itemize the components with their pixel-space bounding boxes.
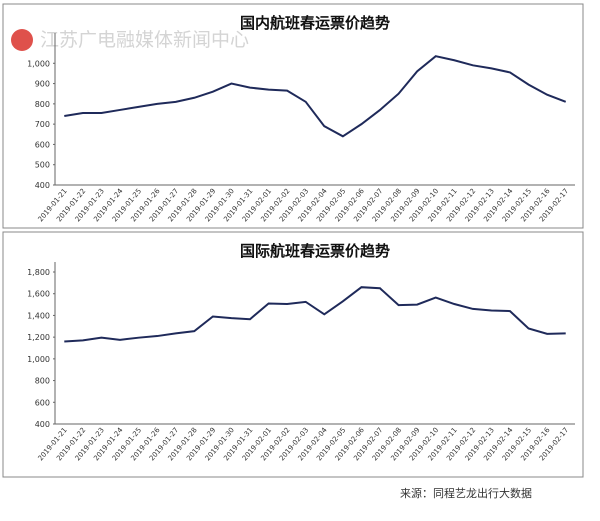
y-tick-label: 400 <box>35 181 50 190</box>
chart-frame <box>2 231 584 478</box>
chart-title: 国际航班春运票价趋势 <box>240 242 390 260</box>
watermark: 江苏广电融媒体新闻中心 <box>40 29 249 51</box>
y-tick-label: 1,000 <box>27 355 50 364</box>
y-tick-label: 600 <box>35 140 50 149</box>
y-tick-label: 500 <box>35 161 50 170</box>
y-tick-label: 600 <box>35 398 50 407</box>
y-tick-label: 400 <box>35 420 50 429</box>
y-tick-label: 1,600 <box>27 290 50 299</box>
y-tick-label: 800 <box>35 377 50 386</box>
y-tick-label: 900 <box>35 80 50 89</box>
y-tick-label: 800 <box>35 100 50 109</box>
line <box>64 286 566 343</box>
y-tick-label: 1,800 <box>27 268 50 277</box>
logo <box>11 29 33 51</box>
y-tick-label: 700 <box>35 120 50 129</box>
chart-frame <box>2 3 584 229</box>
y-tick-label: 1,000 <box>27 59 50 68</box>
chart-title: 国内航班春运票价趋势 <box>240 14 390 32</box>
y-tick-label: 1,400 <box>27 311 50 320</box>
source: 来源：同程艺龙出行大数据 <box>400 486 532 500</box>
y-tick-label: 1,200 <box>27 333 50 342</box>
line <box>64 55 567 138</box>
